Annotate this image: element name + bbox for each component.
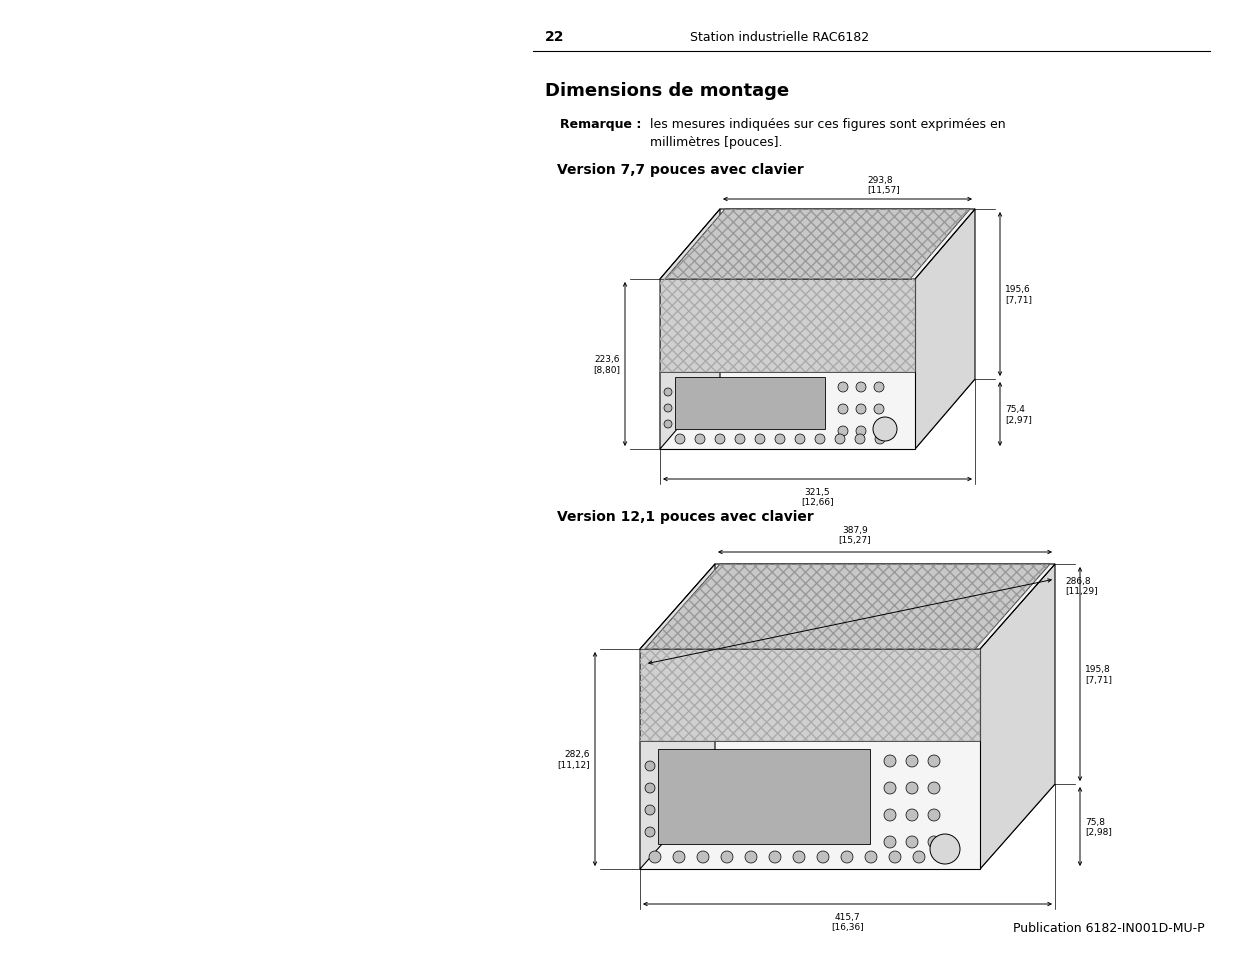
Circle shape	[856, 382, 866, 393]
Polygon shape	[659, 280, 915, 450]
Text: 195,6
[7,71]: 195,6 [7,71]	[1005, 285, 1032, 304]
Circle shape	[697, 851, 709, 863]
Circle shape	[884, 782, 897, 794]
Text: Version 12,1 pouces avec clavier: Version 12,1 pouces avec clavier	[557, 510, 814, 523]
Circle shape	[745, 851, 757, 863]
Text: 387,9
[15,27]: 387,9 [15,27]	[839, 525, 872, 544]
Circle shape	[769, 851, 781, 863]
Text: 75,4
[2,97]: 75,4 [2,97]	[1005, 405, 1032, 424]
Circle shape	[856, 427, 866, 436]
Circle shape	[715, 435, 725, 444]
Circle shape	[855, 435, 864, 444]
Circle shape	[721, 851, 734, 863]
Circle shape	[927, 809, 940, 821]
Circle shape	[839, 382, 848, 393]
Circle shape	[645, 805, 655, 815]
Circle shape	[906, 782, 918, 794]
Polygon shape	[645, 564, 1050, 649]
Circle shape	[645, 761, 655, 771]
Circle shape	[673, 851, 685, 863]
Text: les mesures indiquées sur ces figures sont exprimées en: les mesures indiquées sur ces figures so…	[650, 118, 1005, 131]
Polygon shape	[659, 379, 974, 450]
Circle shape	[906, 836, 918, 848]
Text: millimètres [pouces].: millimètres [pouces].	[650, 136, 783, 149]
Bar	[658, 749, 869, 844]
Text: 282,6
[11,12]: 282,6 [11,12]	[557, 749, 590, 769]
Polygon shape	[981, 564, 1055, 869]
Text: Dimensions de montage: Dimensions de montage	[545, 82, 789, 100]
Circle shape	[664, 389, 672, 396]
Text: 415,7
[16,36]: 415,7 [16,36]	[831, 912, 863, 931]
Text: 321,5
[12,66]: 321,5 [12,66]	[802, 488, 834, 507]
Circle shape	[776, 435, 785, 444]
Polygon shape	[659, 210, 720, 450]
Bar	[676, 377, 825, 430]
Text: 223,6
[8,80]: 223,6 [8,80]	[593, 355, 620, 375]
Circle shape	[876, 435, 885, 444]
Polygon shape	[659, 280, 915, 373]
Circle shape	[856, 405, 866, 415]
Circle shape	[815, 435, 825, 444]
Polygon shape	[640, 649, 981, 869]
Text: Version 7,7 pouces avec clavier: Version 7,7 pouces avec clavier	[557, 163, 804, 177]
Circle shape	[884, 836, 897, 848]
Circle shape	[927, 755, 940, 767]
Circle shape	[645, 827, 655, 837]
Circle shape	[839, 427, 848, 436]
Circle shape	[664, 420, 672, 429]
Circle shape	[884, 755, 897, 767]
Text: 286,8
[11,29]: 286,8 [11,29]	[1065, 577, 1098, 596]
Circle shape	[735, 435, 745, 444]
Circle shape	[795, 435, 805, 444]
Circle shape	[755, 435, 764, 444]
Text: 22: 22	[545, 30, 564, 44]
Text: Publication 6182-IN001D-MU-P: Publication 6182-IN001D-MU-P	[1014, 921, 1205, 934]
Circle shape	[884, 809, 897, 821]
Polygon shape	[659, 210, 974, 280]
Circle shape	[645, 783, 655, 793]
Circle shape	[913, 851, 925, 863]
Circle shape	[873, 417, 897, 441]
Circle shape	[874, 405, 884, 415]
Polygon shape	[640, 649, 981, 741]
Polygon shape	[640, 564, 715, 869]
Text: 293,8
[11,57]: 293,8 [11,57]	[867, 175, 900, 194]
Circle shape	[664, 405, 672, 413]
Circle shape	[889, 851, 902, 863]
Text: Station industrielle RAC6182: Station industrielle RAC6182	[690, 30, 869, 44]
Circle shape	[906, 809, 918, 821]
Circle shape	[874, 382, 884, 393]
Polygon shape	[640, 784, 1055, 869]
Circle shape	[650, 851, 661, 863]
Text: 75,8
[2,98]: 75,8 [2,98]	[1086, 817, 1112, 837]
Text: 195,8
[7,71]: 195,8 [7,71]	[1086, 664, 1112, 684]
Polygon shape	[640, 564, 1055, 649]
Circle shape	[695, 435, 705, 444]
Circle shape	[930, 834, 960, 864]
Circle shape	[906, 755, 918, 767]
Circle shape	[927, 836, 940, 848]
Circle shape	[841, 851, 853, 863]
Circle shape	[864, 851, 877, 863]
Circle shape	[676, 435, 685, 444]
Circle shape	[818, 851, 829, 863]
Circle shape	[835, 435, 845, 444]
Text: Remarque :: Remarque :	[559, 118, 641, 131]
Polygon shape	[915, 210, 974, 450]
Circle shape	[927, 782, 940, 794]
Polygon shape	[664, 210, 969, 280]
Circle shape	[874, 427, 884, 436]
Circle shape	[839, 405, 848, 415]
Circle shape	[793, 851, 805, 863]
